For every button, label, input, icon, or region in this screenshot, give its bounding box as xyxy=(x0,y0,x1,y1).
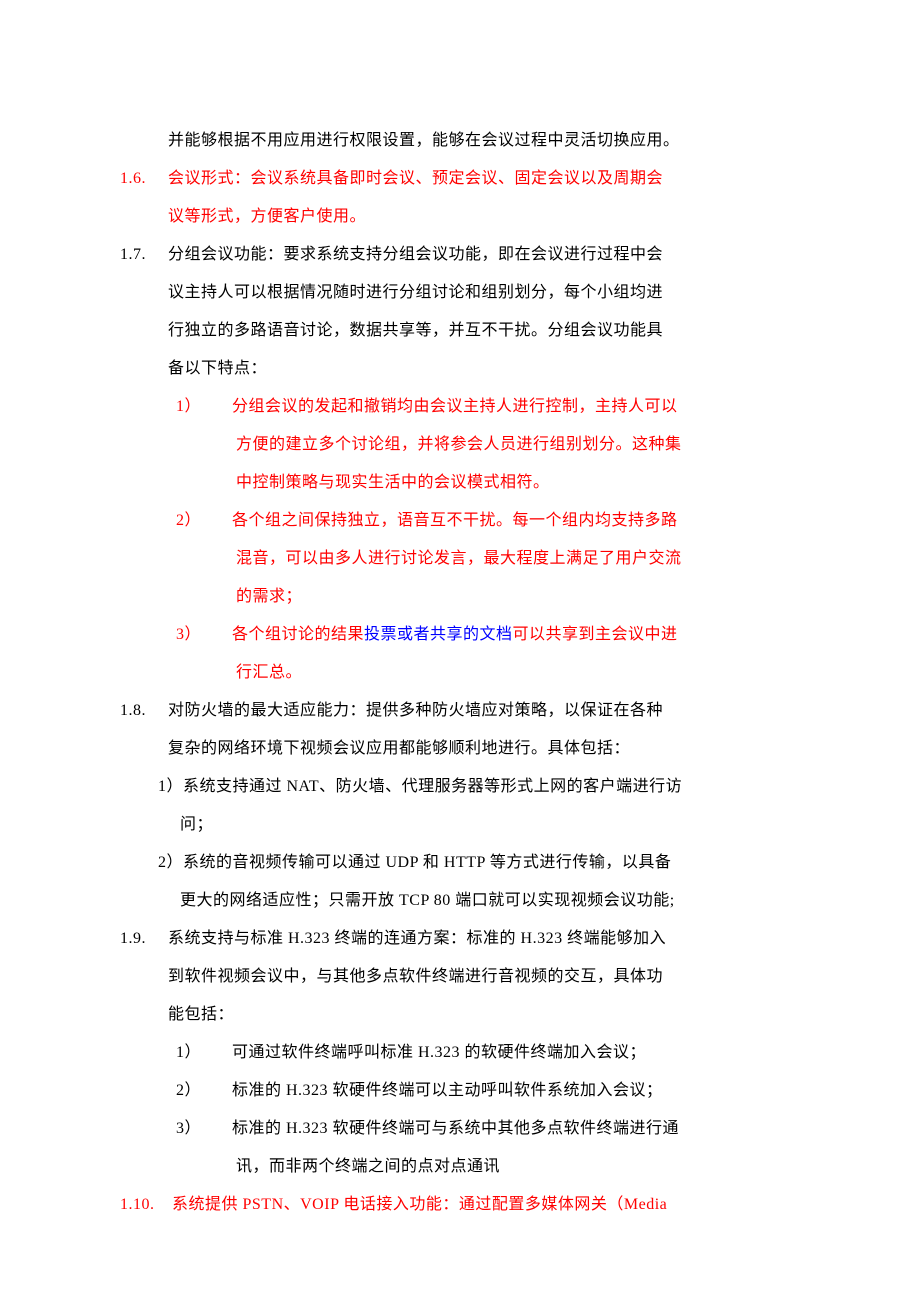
text-red: 可以共享到主会议中进 xyxy=(513,626,678,643)
subitem-3: 3） 各个组讨论的结果投票或者共享的文档可以共享到主会议中进 xyxy=(120,616,800,654)
item-number: 1.7. xyxy=(120,236,168,274)
item-1-8: 1.8. 对防火墙的最大适应能力：提供多种防火墙应对策略，以保证在各种 xyxy=(120,692,800,730)
subitem-2: 2） 各个组之间保持独立，语音互不干扰。每一个组内均支持多路 xyxy=(120,502,800,540)
subitem-1-8-2: 2）系统的音视频传输可以通过 UDP 和 HTTP 等方式进行传输，以具备 xyxy=(120,844,800,882)
item-number: 1.9. xyxy=(120,920,168,958)
subitem-2-cont: 混音，可以由多人进行讨论发言，最大程度上满足了用户交流 xyxy=(120,540,800,578)
subitem-1-8-1: 1）系统支持通过 NAT、防火墙、代理服务器等形式上网的客户端进行访 xyxy=(120,768,800,806)
document-page: 并能够根据不用应用进行权限设置，能够在会议过程中灵活切换应用。 1.6. 会议形… xyxy=(0,0,920,1302)
item-1-6-cont: 议等形式，方便客户使用。 xyxy=(120,198,800,236)
item-text: 系统提供 PSTN、VOIP 电话接入功能：通过配置多媒体网关（Media xyxy=(172,1186,800,1224)
item-1-7: 1.7. 分组会议功能：要求系统支持分组会议功能，即在会议进行过程中会 xyxy=(120,236,800,274)
subitem-1-8-1-cont: 问； xyxy=(120,806,800,844)
item-1-7-cont: 议主持人可以根据情况随时进行分组讨论和组别划分，每个小组均进 xyxy=(120,274,800,312)
item-number: 1.8. xyxy=(120,692,168,730)
item-text: 分组会议功能：要求系统支持分组会议功能，即在会议进行过程中会 xyxy=(168,236,800,274)
subitem-number: 3） xyxy=(120,1110,232,1148)
subitem-1-9-2: 2） 标准的 H.323 软硬件终端可以主动呼叫软件系统加入会议； xyxy=(120,1072,800,1110)
text-red: 各个组讨论的结果 xyxy=(232,626,364,643)
item-number: 1.10. xyxy=(120,1186,172,1224)
subitem-text: 各个组之间保持独立，语音互不干扰。每一个组内均支持多路 xyxy=(232,502,800,540)
subitem-number: 1） xyxy=(120,388,232,426)
item-1-10: 1.10. 系统提供 PSTN、VOIP 电话接入功能：通过配置多媒体网关（Me… xyxy=(120,1186,800,1224)
subitem-1-cont: 中控制策略与现实生活中的会议模式相符。 xyxy=(120,464,800,502)
item-1-8-cont: 复杂的网络环境下视频会议应用都能够顺利地进行。具体包括： xyxy=(120,730,800,768)
subitem-number: 2） xyxy=(120,502,232,540)
item-text: 会议形式：会议系统具备即时会议、预定会议、固定会议以及周期会 xyxy=(168,160,800,198)
subitem-number: 1） xyxy=(120,1034,232,1072)
item-1-7-cont: 备以下特点： xyxy=(120,350,800,388)
item-text: 系统支持与标准 H.323 终端的连通方案：标准的 H.323 终端能够加入 xyxy=(168,920,800,958)
item-1-7-cont: 行独立的多路语音讨论，数据共享等，并互不干扰。分组会议功能具 xyxy=(120,312,800,350)
subitem-1-9-3: 3） 标准的 H.323 软硬件终端可与系统中其他多点软件终端进行通 xyxy=(120,1110,800,1148)
text-blue: 投票或者共享的文档 xyxy=(364,626,513,643)
subitem-1-9-1: 1） 可通过软件终端呼叫标准 H.323 的软硬件终端加入会议； xyxy=(120,1034,800,1072)
item-1-9-cont: 能包括： xyxy=(120,996,800,1034)
subitem-text: 可通过软件终端呼叫标准 H.323 的软硬件终端加入会议； xyxy=(232,1034,800,1072)
subitem-text: 标准的 H.323 软硬件终端可与系统中其他多点软件终端进行通 xyxy=(232,1110,800,1148)
subitem-text: 各个组讨论的结果投票或者共享的文档可以共享到主会议中进 xyxy=(232,616,800,654)
item-number: 1.6. xyxy=(120,160,168,198)
subitem-1-8-2-cont: 更大的网络适应性；只需开放 TCP 80 端口就可以实现视频会议功能; xyxy=(120,882,800,920)
subitem-1-cont: 方便的建立多个讨论组，并将参会人员进行组别划分。这种集 xyxy=(120,426,800,464)
subitem-1-9-3-cont: 讯，而非两个终端之间的点对点通讯 xyxy=(120,1148,800,1186)
item-text: 对防火墙的最大适应能力：提供多种防火墙应对策略，以保证在各种 xyxy=(168,692,800,730)
subitem-text: 分组会议的发起和撤销均由会议主持人进行控制，主持人可以 xyxy=(232,388,800,426)
subitem-number: 3） xyxy=(120,616,232,654)
item-1-9-cont: 到软件视频会议中，与其他多点软件终端进行音视频的交互，具体功 xyxy=(120,958,800,996)
subitem-1: 1） 分组会议的发起和撤销均由会议主持人进行控制，主持人可以 xyxy=(120,388,800,426)
subitem-3-cont: 行汇总。 xyxy=(120,654,800,692)
subitem-text: 标准的 H.323 软硬件终端可以主动呼叫软件系统加入会议； xyxy=(232,1072,800,1110)
subitem-2-cont: 的需求； xyxy=(120,578,800,616)
item-1-6: 1.6. 会议形式：会议系统具备即时会议、预定会议、固定会议以及周期会 xyxy=(120,160,800,198)
paragraph-continuation: 并能够根据不用应用进行权限设置，能够在会议过程中灵活切换应用。 xyxy=(120,122,800,160)
subitem-number: 2） xyxy=(120,1072,232,1110)
item-1-9: 1.9. 系统支持与标准 H.323 终端的连通方案：标准的 H.323 终端能… xyxy=(120,920,800,958)
